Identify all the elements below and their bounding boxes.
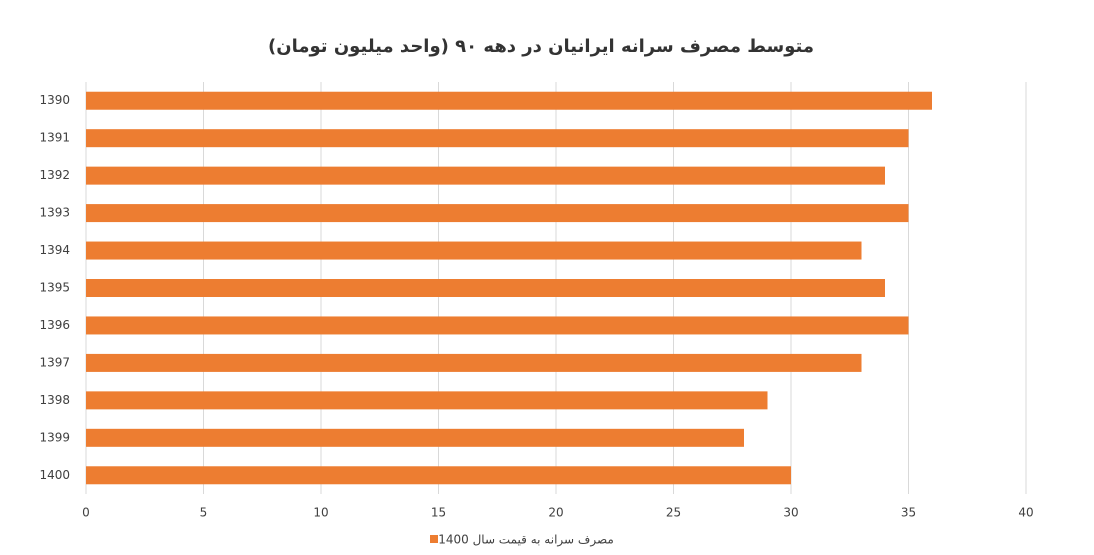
bar <box>86 353 862 372</box>
bar <box>86 316 909 335</box>
y-tick-label: 1398 <box>39 393 70 407</box>
x-tick-label: 20 <box>548 506 563 520</box>
y-tick-label: 1400 <box>39 468 70 482</box>
x-tick-label: 5 <box>200 506 208 520</box>
bar <box>86 279 885 297</box>
y-tick-label: 1390 <box>39 93 70 107</box>
x-tick-label: 30 <box>783 506 798 520</box>
bar <box>86 391 768 410</box>
y-tick-label: 1395 <box>39 281 70 295</box>
bar <box>86 428 744 447</box>
bar <box>86 204 909 223</box>
bar <box>86 129 909 148</box>
y-tick-label: 1396 <box>39 318 70 332</box>
bar <box>86 241 862 260</box>
x-tick-label: 15 <box>431 506 446 520</box>
legend-label: مصرف سرانه به قیمت سال 1400 <box>438 533 614 548</box>
chart-title: متوسط مصرف سرانه ایرانیان در دهه ۹۰ (واح… <box>268 36 814 57</box>
x-tick-label: 0 <box>82 506 90 520</box>
y-tick-label: 1392 <box>39 168 70 182</box>
x-tick-label: 35 <box>901 506 916 520</box>
bar <box>86 91 932 110</box>
x-tick-label: 40 <box>1018 506 1033 520</box>
legend-swatch <box>430 535 438 543</box>
bar <box>86 466 791 485</box>
y-tick-label: 1394 <box>39 243 70 257</box>
y-tick-label: 1393 <box>39 206 70 220</box>
y-tick-label: 1391 <box>39 131 70 145</box>
y-tick-label: 1399 <box>39 430 70 444</box>
x-tick-label: 25 <box>666 506 681 520</box>
y-tick-label: 1397 <box>39 355 70 369</box>
bar <box>86 166 885 185</box>
x-tick-label: 10 <box>313 506 328 520</box>
